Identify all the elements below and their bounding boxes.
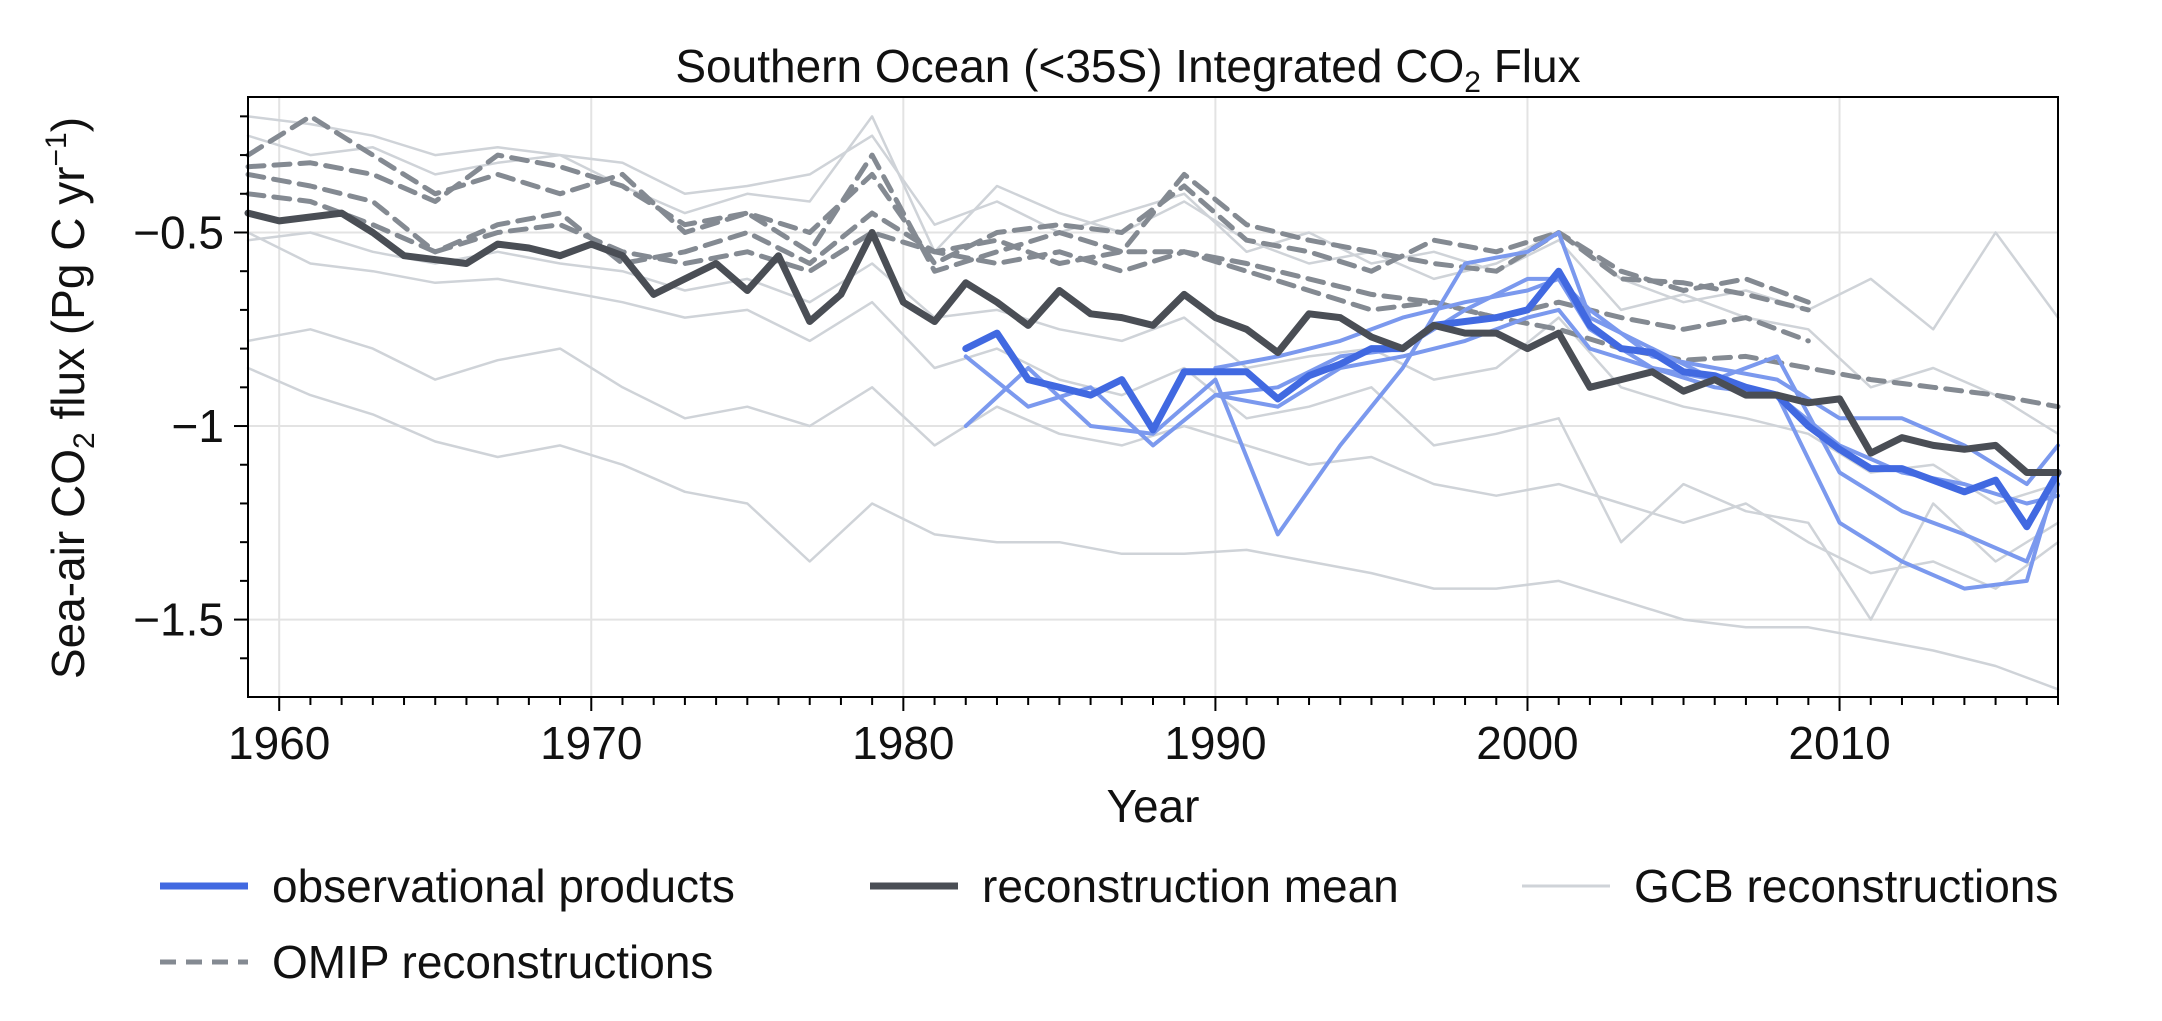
x-tick-label-5: 2010 xyxy=(1788,717,1890,769)
legend-entry-gcb: GCB reconstructions xyxy=(1522,860,2058,912)
series-line-gcb-5 xyxy=(246,231,2060,505)
legend-label-observational: observational products xyxy=(272,860,735,912)
legend-label-mean: reconstruction mean xyxy=(982,860,1399,912)
series-line-obs_light-10 xyxy=(963,230,2060,564)
y-tick-label-2: −1.5 xyxy=(133,594,224,646)
x-axis-label: Year xyxy=(1107,780,1200,832)
series-line-obs_light-11 xyxy=(963,276,2060,591)
legend-entry-observational: observational products xyxy=(160,860,735,912)
series-line-omip-9 xyxy=(245,171,2061,410)
series-line-gcb-2 xyxy=(246,231,2060,621)
series-line-gcb-1 xyxy=(246,328,2060,590)
series-line-omip-7 xyxy=(245,152,1811,313)
y-tick-label-0: −0.5 xyxy=(133,206,224,258)
y-tick-label-1: −1 xyxy=(172,400,224,452)
x-tick-label-4: 2000 xyxy=(1476,717,1578,769)
x-tick-label-1: 1970 xyxy=(540,717,642,769)
legend-entry-omip: OMIP reconstructions xyxy=(160,936,713,988)
series-line-omip-8 xyxy=(245,191,1811,344)
series-line-mean-15 xyxy=(244,209,2062,476)
x-tick-label-2: 1980 xyxy=(852,717,954,769)
x-tick-label-3: 1990 xyxy=(1164,717,1266,769)
series-line-gcb-4 xyxy=(246,115,2060,436)
axis-ticks: 1960 1970 1980 1990 2000 2010 −0.5 −1 −1.5 xyxy=(133,115,2059,769)
x-tick-label-0: 1960 xyxy=(228,717,330,769)
series-line-obs_mean-14 xyxy=(962,267,2062,531)
legend-entry-mean: reconstruction mean xyxy=(870,860,1399,912)
series-layer xyxy=(244,113,2062,691)
legend: observational products reconstruction me… xyxy=(160,860,2058,988)
series-line-obs_light-12 xyxy=(1213,276,2060,487)
y-axis-label: Sea-air CO2 flux (Pg C yr−1) xyxy=(40,117,101,679)
legend-label-gcb: GCB reconstructions xyxy=(1634,860,2058,912)
series-line-gcb-0 xyxy=(246,366,2060,691)
chart-title: Southern Ocean (<35S) Integrated CO2 Flu… xyxy=(675,40,1580,99)
legend-label-omip: OMIP reconstructions xyxy=(272,936,713,988)
